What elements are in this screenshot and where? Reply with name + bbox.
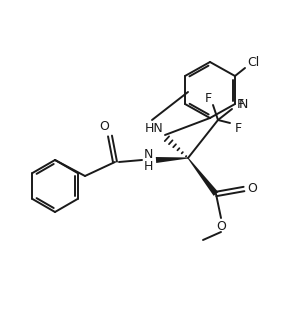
- Polygon shape: [187, 158, 218, 196]
- Text: Cl: Cl: [247, 55, 259, 69]
- Text: N: N: [238, 98, 248, 110]
- Text: H: H: [143, 160, 153, 172]
- Text: F: F: [236, 98, 244, 110]
- Text: HN: HN: [145, 122, 163, 135]
- Text: N: N: [143, 148, 153, 161]
- Text: O: O: [247, 181, 257, 194]
- Text: O: O: [216, 220, 226, 233]
- Polygon shape: [156, 157, 188, 163]
- Text: F: F: [234, 122, 242, 135]
- Text: F: F: [204, 91, 212, 104]
- Text: O: O: [99, 121, 109, 134]
